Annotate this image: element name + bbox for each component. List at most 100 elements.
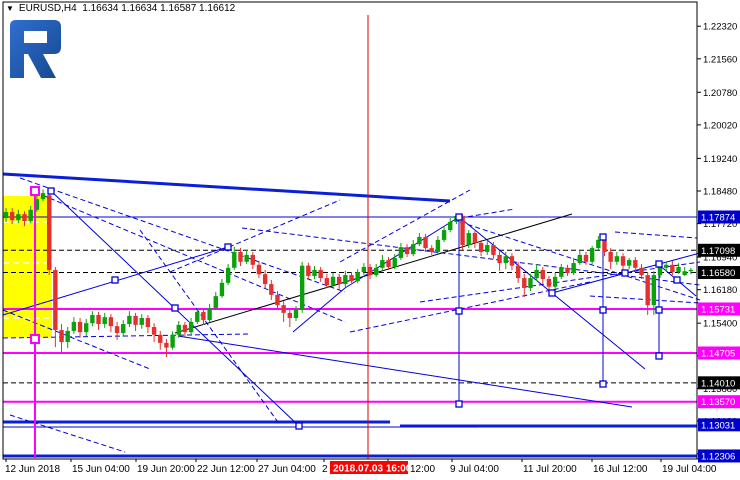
chevron-down-icon[interactable]: ▼ [6,3,14,13]
time-axis-label[interactable]: 9 Jul 04:00 [450,464,499,475]
price-tick-label[interactable]: 1.21560 [703,54,737,65]
candle-up [380,254,385,270]
price-badge[interactable] [698,449,740,463]
dashed-blue-channel-line[interactable] [614,231,698,239]
selection-handle[interactable] [47,187,55,195]
time-axis-label[interactable]: 11 Jul 20:00 [523,464,577,475]
dashed-blue-channel-line[interactable] [9,414,126,453]
candle-down [423,233,428,252]
time-axis-label[interactable]: 19 Jun 20:00 [137,464,195,475]
selection-handle[interactable] [673,276,681,284]
selection-handle[interactable] [599,380,607,388]
selection-handle[interactable] [455,307,463,315]
time-axis-label[interactable]: 27 Jun 04:00 [258,464,316,475]
candle-up [485,241,490,255]
price-badge-label[interactable]: 1.12306 [701,451,735,462]
chart-pane-border [2,1,698,460]
price-badge[interactable] [698,395,740,409]
dashed-blue-channel-line[interactable] [459,208,516,219]
price-badge[interactable] [698,302,740,316]
time-axis-label[interactable]: 2 [322,464,328,475]
candle-up [65,327,70,349]
selection-handle[interactable] [655,260,663,268]
price-badge[interactable] [698,210,740,224]
time-axis-label[interactable]: 22 Jun 12:00 [197,464,255,475]
selection-handle[interactable] [455,213,463,221]
candle-down [429,245,434,255]
price-badge-label[interactable]: 1.13570 [701,397,735,408]
price-badge-label[interactable]: 1.15731 [701,304,735,315]
candle-up [466,230,471,249]
price-badge[interactable] [698,376,740,390]
dashed-blue-channel-line[interactable] [139,229,281,426]
dashed-blue-channel-line[interactable] [459,221,701,301]
selection-handle[interactable] [171,304,179,312]
price-badge-label[interactable]: 1.14705 [701,348,735,359]
selection-handle[interactable] [548,289,556,297]
candle-down [583,251,589,265]
price-badge-label[interactable]: 1.17098 [701,246,735,257]
price-tick-label[interactable]: 1.16940 [703,253,737,264]
symbol-ohlc-title: EURUSD,H4 1.16634 1.16634 1.16587 1.1661… [18,3,236,14]
selection-handle[interactable] [111,276,119,284]
candle-up [127,311,132,328]
dashed-blue-channel-line[interactable] [419,261,701,303]
selection-handle[interactable] [655,306,663,314]
candle-up [596,236,601,250]
candle-up [559,263,564,279]
dashed-blue-channel-line[interactable] [2,309,151,370]
dashed-blue-channel-line[interactable] [2,333,251,339]
candle-down [46,190,52,276]
time-axis-label[interactable]: 15 Jun 04:00 [72,464,130,475]
selection-handle-magenta[interactable] [30,186,40,196]
selection-handle[interactable] [455,400,463,408]
highlighted-time-box[interactable] [330,461,408,474]
selection-handle-magenta[interactable] [30,334,40,344]
price-badge[interactable] [698,243,740,257]
time-axis-label[interactable]: 16 Jul 12:00 [593,464,648,475]
price-tick-label[interactable]: 1.22320 [703,22,737,33]
selection-handle[interactable] [655,352,663,360]
selection-handle[interactable] [599,306,607,314]
price-tick-label[interactable]: 1.17720 [703,219,737,230]
dashed-blue-channel-line[interactable] [589,295,701,304]
dashed-blue-channel-line[interactable] [34,191,346,323]
price-tick-label[interactable]: 1.16180 [703,285,737,296]
price-badge-label[interactable]: 1.16580 [701,268,735,279]
dashed-blue-channel-line[interactable] [19,177,346,293]
price-tick-label[interactable]: 1.19240 [703,154,737,165]
price-badge-label[interactable]: 1.13031 [701,420,735,431]
selection-handle[interactable] [224,243,232,251]
price-tick-label[interactable]: 1.13880 [703,384,737,395]
candle-down [108,314,114,333]
selection-handle[interactable] [621,269,629,277]
price-badge[interactable] [698,266,740,280]
candle-up [441,226,447,243]
candle-down [633,257,638,273]
blue-wave-line[interactable] [292,287,346,333]
dashed-blue-channel-line[interactable] [169,199,341,273]
time-axis-label[interactable]: 12 Jun 2018 [5,464,60,475]
candle-down [367,263,373,279]
price-badge[interactable] [698,418,740,432]
candle-down [324,273,330,288]
thick-blue-trendline[interactable] [2,172,451,203]
price-badge-label[interactable]: 1.17874 [701,212,735,223]
highlighted-time-label[interactable]: 2018.07.03 16:00 [333,464,412,475]
time-axis-label[interactable]: 19 Jul 04:00 [662,464,717,475]
price-tick-label[interactable]: 1.18480 [703,186,737,197]
candle-down [96,312,101,331]
price-tick-label[interactable]: 1.20780 [703,88,737,99]
candle-up [577,251,583,265]
dashed-blue-channel-line[interactable] [339,189,471,263]
price-tick-label[interactable]: 1.20020 [703,120,737,131]
price-badge[interactable] [698,346,740,360]
selection-handle[interactable] [295,422,303,430]
blue-wave-line[interactable] [177,335,633,408]
time-axis-label[interactable]: 12:00 [410,464,435,475]
price-tick-label[interactable]: 1.15400 [703,319,737,330]
price-badge-label[interactable]: 1.14010 [701,378,735,389]
black-trendline[interactable] [174,213,573,334]
selection-handle[interactable] [599,233,607,241]
